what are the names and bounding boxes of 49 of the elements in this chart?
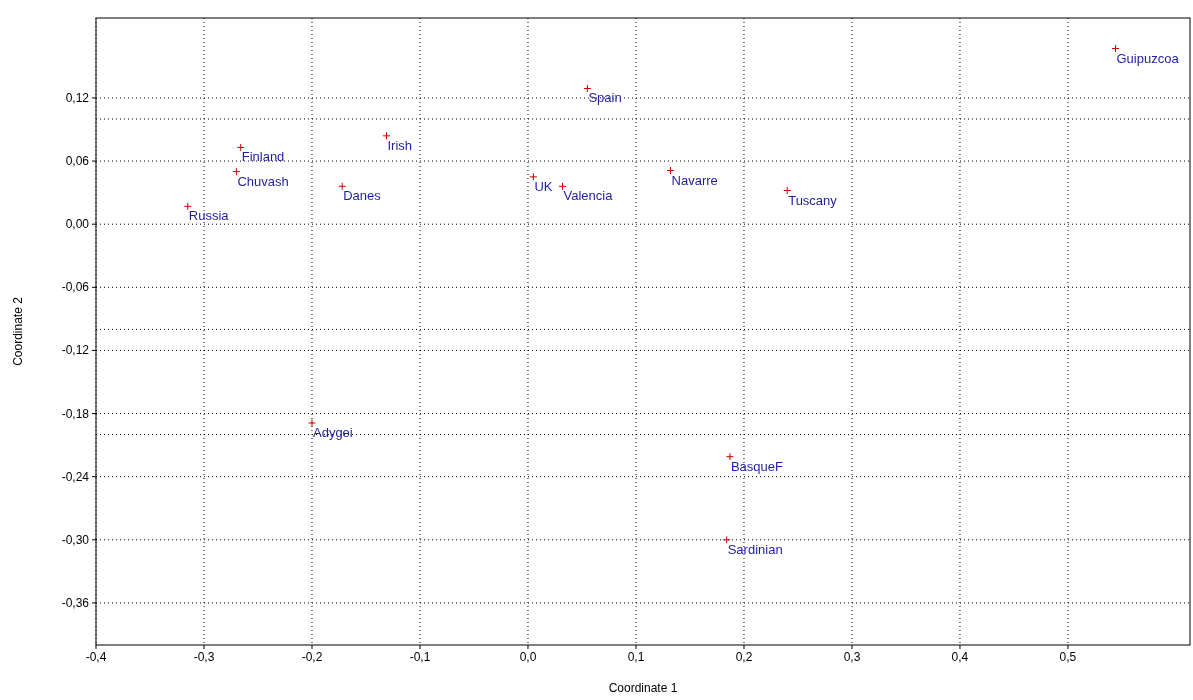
annotation: Finland xyxy=(241,149,285,165)
annotation: Tuscany xyxy=(788,192,838,208)
annotation: Spain xyxy=(588,90,622,106)
y-tick-label: 0,00 xyxy=(65,217,90,232)
y-tick-label: -0,30 xyxy=(61,532,90,547)
annotation: Irish xyxy=(387,137,413,153)
x-tick-label: 0,1 xyxy=(627,650,645,664)
point xyxy=(183,202,192,211)
point xyxy=(1111,44,1120,53)
y-axis-title: Coordinate 2 xyxy=(11,296,25,366)
y-tick-label: -0,36 xyxy=(61,595,90,610)
y-tick-label: 0,06 xyxy=(65,154,90,169)
y-tick-label: 0,12 xyxy=(65,90,90,105)
annotation: Danes xyxy=(343,188,382,204)
x-tick-label: 0,3 xyxy=(843,650,861,664)
point xyxy=(307,419,316,428)
annotation: Russia xyxy=(188,208,230,224)
point xyxy=(722,535,731,544)
point xyxy=(382,131,391,140)
point xyxy=(232,167,241,176)
x-tick-label: 0,4 xyxy=(951,650,969,664)
annotation: UK xyxy=(534,178,553,194)
point xyxy=(338,182,347,191)
x-tick-label: -0,2 xyxy=(301,650,323,664)
y-tick-label: -0,18 xyxy=(61,406,90,421)
point xyxy=(558,182,567,191)
annotation: Chuvash xyxy=(237,173,289,189)
y-tick-label: -0,12 xyxy=(61,343,90,358)
x-tick-label: 0,0 xyxy=(519,650,537,664)
annotation: BasqueF xyxy=(730,458,784,474)
annotation: Navarre xyxy=(671,172,718,188)
annotation: Guipuzcoa xyxy=(1116,50,1180,66)
x-tick-label: 0,5 xyxy=(1059,650,1077,664)
annotation: Valencia xyxy=(563,188,614,204)
point xyxy=(583,84,592,93)
x-tick-label: -0,1 xyxy=(409,650,431,664)
y-tick-label: -0,06 xyxy=(61,280,90,295)
x-tick-label: 0,2 xyxy=(735,650,753,664)
point xyxy=(529,172,538,181)
x-tick-label: -0,3 xyxy=(193,650,215,664)
point xyxy=(666,166,675,175)
point xyxy=(783,186,792,195)
x-tick-label: -0,4 xyxy=(85,650,107,664)
annotation: Sardinian xyxy=(727,541,783,557)
point xyxy=(725,452,734,461)
point xyxy=(236,143,245,152)
y-tick-label: -0,24 xyxy=(61,469,90,484)
annotation: Adygei xyxy=(312,425,353,441)
x-axis-title: Coordinate 1 xyxy=(608,681,678,695)
